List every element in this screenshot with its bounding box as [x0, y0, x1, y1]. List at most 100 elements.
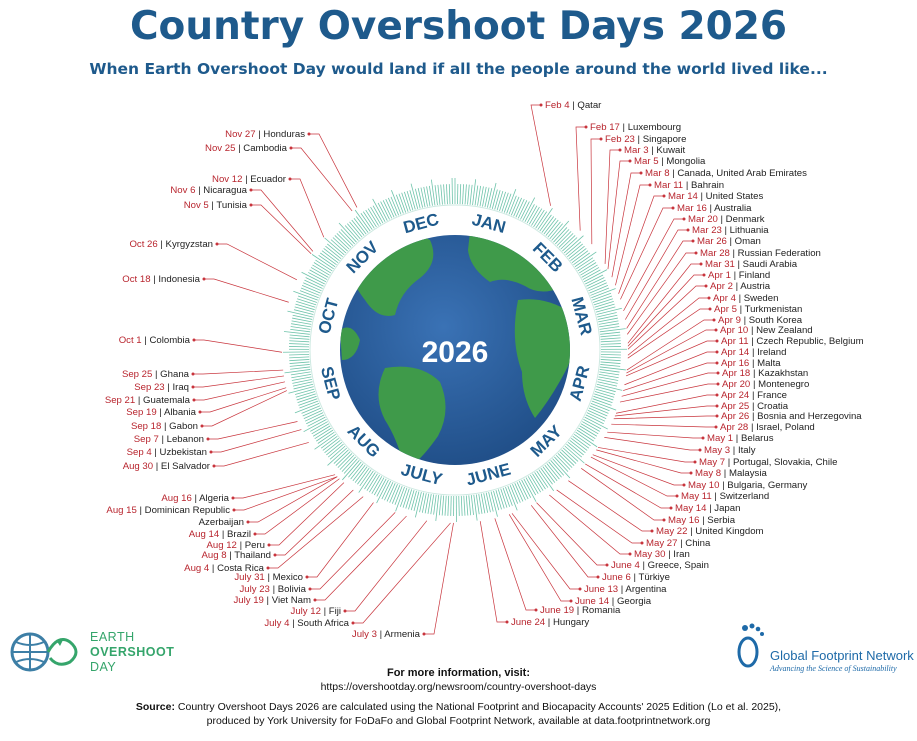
- day-tick: [580, 264, 598, 276]
- day-tick: [460, 495, 463, 516]
- day-tick: [377, 202, 388, 221]
- label-text: Aug 12 | Peru: [206, 540, 265, 551]
- country-label: Oct 1 | Colombia: [119, 335, 191, 346]
- day-tick: [566, 443, 583, 458]
- info-url[interactable]: https://overshootday.org/newsroom/countr…: [320, 681, 597, 693]
- label-country: | Tunisia: [209, 200, 248, 211]
- day-tick: [351, 219, 365, 236]
- day-tick: [395, 486, 405, 512]
- day-tick: [332, 237, 348, 252]
- label-date: Sep 23: [134, 382, 164, 393]
- country-label: Apr 18 | Kazakhstan: [722, 368, 808, 379]
- label-country: | Argentina: [618, 584, 667, 595]
- leader-line: [627, 263, 701, 344]
- day-tick: [292, 381, 313, 387]
- leader-line: [530, 104, 551, 206]
- day-tick: [314, 427, 332, 440]
- leader-dot: [202, 277, 206, 281]
- label-country: | Australia: [707, 203, 752, 214]
- label-date: May 7: [699, 457, 725, 468]
- leader-dot: [249, 203, 253, 207]
- day-tick: [484, 187, 490, 208]
- day-tick: [505, 486, 513, 506]
- label-date: Apr 26: [721, 411, 749, 422]
- country-label: Mar 3 | Kuwait: [624, 145, 685, 156]
- day-tick: [312, 264, 330, 276]
- country-label: Apr 5 | Turkmenistan: [714, 304, 802, 315]
- leader-dot: [628, 159, 632, 163]
- leader-dot: [689, 471, 693, 475]
- day-tick: [595, 306, 616, 313]
- country-label: Apr 11 | Czech Republic, Belgium: [721, 336, 864, 347]
- label-text: May 27 | China: [646, 538, 711, 549]
- leader-line: [575, 126, 586, 231]
- day-tick: [311, 423, 330, 435]
- label-text: Apr 2 | Austria: [710, 281, 771, 292]
- label-date: Apr 16: [721, 358, 749, 369]
- label-country: | Uzbekistan: [152, 447, 207, 458]
- label-date: July 4: [264, 618, 290, 629]
- day-tick: [367, 208, 379, 226]
- leader-line: [613, 415, 717, 420]
- day-tick: [342, 460, 360, 481]
- label-country: | Albania: [157, 407, 197, 418]
- label-country: | Ireland: [749, 347, 786, 358]
- leader-line: [618, 195, 664, 294]
- label-country: | Thailand: [227, 550, 271, 561]
- day-tick: [390, 196, 400, 216]
- day-tick: [465, 495, 469, 516]
- label-date: Nov 27: [225, 129, 255, 140]
- day-tick: [495, 490, 502, 510]
- globe: [340, 235, 570, 465]
- label-country: | South Korea: [741, 315, 803, 326]
- country-label: Nov 25 | Cambodia: [205, 143, 288, 154]
- day-tick: [553, 227, 568, 243]
- label-country: | Costa Rica: [209, 563, 264, 574]
- country-label: Aug 16 | Algeria: [161, 493, 229, 504]
- day-tick: [583, 418, 602, 430]
- label-date: May 10: [688, 480, 719, 491]
- label-country: | Israel, Poland: [748, 422, 815, 433]
- day-tick: [362, 211, 375, 229]
- country-label: Apr 26 | Bosnia and Herzegovina: [721, 411, 862, 422]
- day-tick: [376, 479, 389, 504]
- label-country: | Indonesia: [151, 274, 201, 285]
- day-tick: [330, 239, 347, 254]
- day-tick: [600, 359, 621, 362]
- day-tick: [424, 493, 430, 514]
- day-tick: [554, 456, 569, 472]
- label-country: | Fiji: [321, 606, 341, 617]
- label-text: Apr 25 | Croatia: [721, 401, 789, 412]
- leader-dot: [691, 239, 695, 243]
- day-tick: [325, 245, 342, 260]
- label-text: Aug 4 | Costa Rica: [184, 563, 264, 574]
- page-subtitle: When Earth Overshoot Day would land if a…: [89, 60, 828, 78]
- label-text: Nov 25 | Cambodia: [205, 143, 288, 154]
- label-text: Sep 7 | Lebanon: [134, 434, 204, 445]
- day-tick: [315, 259, 333, 272]
- day-tick: [292, 317, 312, 323]
- day-tick: [531, 208, 543, 226]
- day-tick: [324, 237, 345, 256]
- day-tick: [299, 290, 319, 299]
- leader-dot: [246, 520, 250, 524]
- day-tick: [324, 440, 341, 454]
- label-text: Sep 19 | Albania: [126, 407, 196, 418]
- country-label: Apr 9 | South Korea: [718, 315, 803, 326]
- label-date: Aug 30: [123, 461, 153, 472]
- day-tick: [291, 323, 311, 328]
- day-tick: [585, 414, 604, 425]
- day-tick: [597, 378, 618, 384]
- country-label: Aug 15 | Dominican Republic: [106, 505, 230, 516]
- leader-dot: [288, 177, 292, 181]
- day-tick: [434, 185, 438, 206]
- day-tick: [594, 301, 614, 308]
- day-tick: [348, 461, 362, 478]
- day-tick: [570, 248, 587, 261]
- day-tick: [294, 403, 320, 414]
- label-country: | United States: [698, 191, 764, 202]
- label-date: Apr 20: [722, 379, 750, 390]
- day-tick: [414, 491, 422, 518]
- leader-dot: [669, 506, 673, 510]
- label-text: Mar 8 | Canada, United Arab Emirates: [645, 168, 807, 179]
